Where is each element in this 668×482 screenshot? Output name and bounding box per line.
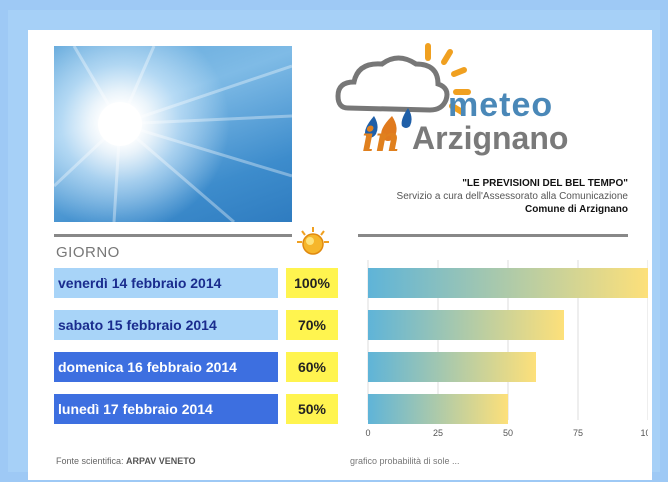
day-label: lunedì 17 febbraio 2014 [54,394,278,424]
x-tick-label: 75 [573,428,583,438]
x-tick-label: 25 [433,428,443,438]
chart-caption: grafico probabilità di sole ... [350,456,460,466]
x-tick-label: 0 [365,428,370,438]
bar [368,268,648,298]
footer-source-label: Fonte scientifica: [56,456,124,466]
footer-source-value: ARPAV VENETO [126,456,196,466]
sun-rays-image [54,46,292,222]
percent-label: 60% [286,352,338,382]
logo-in-text: in [362,120,400,160]
bar [368,352,536,382]
day-label: domenica 16 febbraio 2014 [54,352,278,382]
bar [368,394,508,424]
sky-photo [54,46,292,222]
x-tick-label: 50 [503,428,513,438]
percent-label: 50% [286,394,338,424]
info-comune: Comune di Arzignano [525,204,628,215]
logo-town-text: Arzignano [412,120,569,156]
day-label: venerdì 14 febbraio 2014 [54,268,278,298]
cloud-rain-sun-icon [335,43,471,141]
bar [368,310,564,340]
logo-meteo-text: meteo [448,86,554,124]
divider-left [54,234,292,237]
percent-label: 100% [286,268,338,298]
x-tick-label: 100 [640,428,648,438]
column-label-giorno: GIORNO [56,244,120,261]
outer-frame: meteo in Arzignano "LE PREVISIONI DEL BE… [8,10,660,480]
sun-probability-chart: 0 25 50 75 100 [365,260,648,438]
day-label: sabato 15 febbraio 2014 [54,310,278,340]
info-block: "LE PREVISIONI DEL BEL TEMPO" Servizio a… [397,178,628,215]
percent-label: 70% [286,310,338,340]
forecast-card: meteo in Arzignano "LE PREVISIONI DEL BE… [28,30,652,480]
info-subtitle: Servizio a cura dell'Assessorato alla Co… [396,191,628,202]
sun-icon [297,227,329,255]
info-title: "LE PREVISIONI DEL BEL TEMPO" [462,178,628,189]
divider-right [358,234,628,237]
footer-source: Fonte scientifica: ARPAV VENETO [56,456,196,466]
